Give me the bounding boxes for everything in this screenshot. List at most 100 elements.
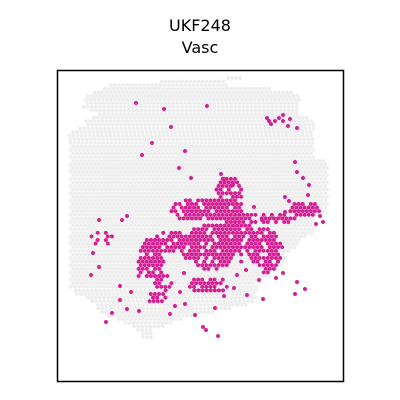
tissue-spot [217,111,221,117]
tissue-spot [87,266,92,271]
tissue-spot [210,133,215,138]
tissue-spot [85,212,90,217]
tissue-spot [159,198,164,203]
tissue-spot [124,151,129,156]
tissue-spot [143,288,148,293]
chart-subtitle: Vasc [182,38,219,57]
tissue-spot [135,126,140,131]
vasc-spot [261,234,266,239]
tissue-spot [93,162,98,167]
tissue-spot [120,245,125,250]
tissue-spot [300,180,305,185]
tissue-spot [138,212,143,217]
tissue-spot [265,162,270,167]
tissue-spot [208,111,213,117]
tissue-spot [81,248,86,253]
tissue-spot [76,140,81,145]
vasc-spot [147,270,151,275]
vasc-spot [313,209,317,214]
vasc-spot [233,198,237,203]
vasc-spot [138,248,143,253]
tissue-spot [118,255,123,261]
tissue-spot [142,227,147,232]
tissue-spot [278,176,282,181]
tissue-spot [75,165,80,171]
tissue-spot [257,162,262,167]
tissue-spot [280,165,285,171]
tissue-spot [149,309,154,315]
tissue-spot [141,133,145,138]
tissue-spot [214,291,219,297]
tissue-spot [69,277,73,282]
tissue-spot [143,111,147,117]
tissue-spot [151,191,155,196]
tissue-spot [198,306,203,311]
tissue-spot [206,187,211,192]
tissue-spot [265,140,270,145]
vasc-spot [202,209,207,214]
tissue-spot [134,137,139,142]
tissue-spot [91,180,96,185]
vasc-spot [276,216,280,221]
tissue-spot [118,205,123,210]
tissue-spot [231,266,235,271]
tissue-spot [299,122,304,127]
tissue-spot [136,209,141,214]
vasc-spot [198,252,203,257]
tissue-spot [282,122,287,127]
tissue-spot [298,191,303,196]
tissue-spot [222,281,227,286]
tissue-spot [124,165,129,171]
tissue-spot [200,169,205,174]
vasc-spot [190,201,194,207]
tissue-spot [151,108,156,113]
tissue-spot [180,108,184,113]
tissue-spot [161,187,166,192]
vasc-spot [224,248,229,253]
tissue-spot [223,306,228,311]
tissue-spot [69,205,73,210]
tissue-spot [103,209,108,214]
tissue-spot [249,284,254,289]
tissue-spot [122,255,127,261]
tissue-spot [198,201,203,207]
tissue-spot [225,86,230,91]
vasc-spot [237,241,241,246]
tissue-spot [183,248,188,253]
tissue-spot [224,101,229,106]
tissue-spot [116,194,121,199]
tissue-spot [127,299,131,304]
vasc-spot [274,275,278,281]
tissue-spot [126,101,131,106]
tissue-spot [222,165,227,171]
tissue-spot [181,230,186,235]
tissue-spot [296,144,301,149]
tissue-spot [77,255,82,261]
tissue-spot [183,176,188,181]
tissue-spot [175,169,180,174]
tissue-spot [83,133,88,138]
tissue-spot [175,176,180,181]
tissue-spot [243,133,248,138]
tissue-spot [208,191,213,196]
vasc-spot [224,241,229,246]
vasc-spot [125,306,129,312]
vasc-spot [243,223,248,228]
tissue-spot [276,223,280,228]
tissue-spot [267,151,272,156]
tissue-spot [190,306,195,311]
tissue-spot [79,230,84,235]
vasc-spot [220,205,225,210]
tissue-spot [93,295,98,300]
tissue-spot [147,162,151,167]
tissue-spot [282,93,287,99]
tissue-spot [159,183,164,189]
tissue-spot [196,111,201,117]
tissue-spot [140,158,145,163]
vasc-spot [212,198,217,203]
tissue-spot [229,205,233,210]
tissue-spot [151,155,155,160]
tissue-spot [128,302,133,307]
tissue-spot [147,295,151,300]
tissue-spot [266,126,271,131]
